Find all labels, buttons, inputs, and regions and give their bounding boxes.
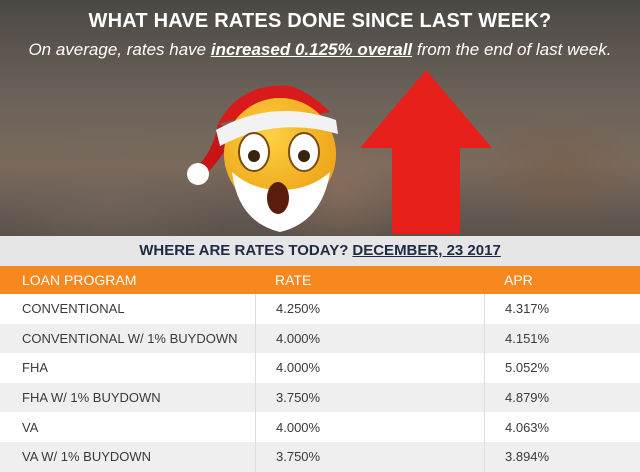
loan-program-cell: VA W/ 1% BUYDOWN <box>22 449 152 465</box>
hero-banner: WHAT HAVE RATES DONE SINCE LAST WEEK? On… <box>0 0 640 236</box>
apr-cell: 4.151% <box>484 323 640 354</box>
loan-program-cell: FHA <box>22 360 48 376</box>
apr-cell: 4.879% <box>484 382 640 413</box>
table-row: FHA 4.000% 5.052% <box>0 353 640 383</box>
table-row: FHA W/ 1% BUYDOWN 3.750% 4.879% <box>0 382 640 413</box>
date-bar: WHERE ARE RATES TODAY? DECEMBER, 23 2017 <box>0 236 640 266</box>
header-rate: RATE <box>275 272 312 288</box>
rates-table: LOAN PROGRAM RATE APR CONVENTIONAL 4.250… <box>0 266 640 472</box>
rate-cell: 3.750% <box>255 382 484 413</box>
date-bar-date: DECEMBER, 23 2017 <box>352 242 501 259</box>
header-loan-program: LOAN PROGRAM <box>22 272 137 288</box>
table-row: CONVENTIONAL W/ 1% BUYDOWN 4.000% 4.151% <box>0 323 640 354</box>
table-body: CONVENTIONAL 4.250% 4.317% CONVENTIONAL … <box>0 294 640 472</box>
table-header: LOAN PROGRAM RATE APR <box>0 266 640 294</box>
apr-cell: 4.317% <box>484 294 640 324</box>
hero-title: WHAT HAVE RATES DONE SINCE LAST WEEK? <box>88 10 552 32</box>
header-apr: APR <box>504 272 533 288</box>
santa-surprised-emoji-icon <box>187 85 338 232</box>
rate-cell: 3.750% <box>255 441 484 472</box>
date-bar-label: WHERE ARE RATES TODAY? <box>139 242 349 259</box>
rate-cell: 4.000% <box>255 353 484 383</box>
loan-program-cell: FHA W/ 1% BUYDOWN <box>22 390 161 406</box>
hero-subtitle-emphasis: increased 0.125% overall <box>210 40 413 59</box>
hero-subtitle-before: On average, rates have <box>28 40 211 59</box>
apr-cell: 3.894% <box>484 441 640 472</box>
hero-subtitle: On average, rates have increased 0.125% … <box>0 40 640 60</box>
red-up-arrow-icon <box>360 70 492 234</box>
rate-cell: 4.000% <box>255 412 484 442</box>
hero-subtitle-after: from the end of last week. <box>412 40 612 59</box>
rate-cell: 4.250% <box>255 294 484 324</box>
loan-program-cell: VA <box>22 419 39 435</box>
table-row: VA 4.000% 4.063% <box>0 412 640 442</box>
apr-cell: 4.063% <box>484 412 640 442</box>
table-row: CONVENTIONAL 4.250% 4.317% <box>0 294 640 324</box>
rate-cell: 4.000% <box>255 323 484 354</box>
loan-program-cell: CONVENTIONAL W/ 1% BUYDOWN <box>22 330 238 346</box>
table-row: VA W/ 1% BUYDOWN 3.750% 3.894% <box>0 441 640 472</box>
apr-cell: 5.052% <box>484 353 640 383</box>
loan-program-cell: CONVENTIONAL <box>22 301 125 317</box>
